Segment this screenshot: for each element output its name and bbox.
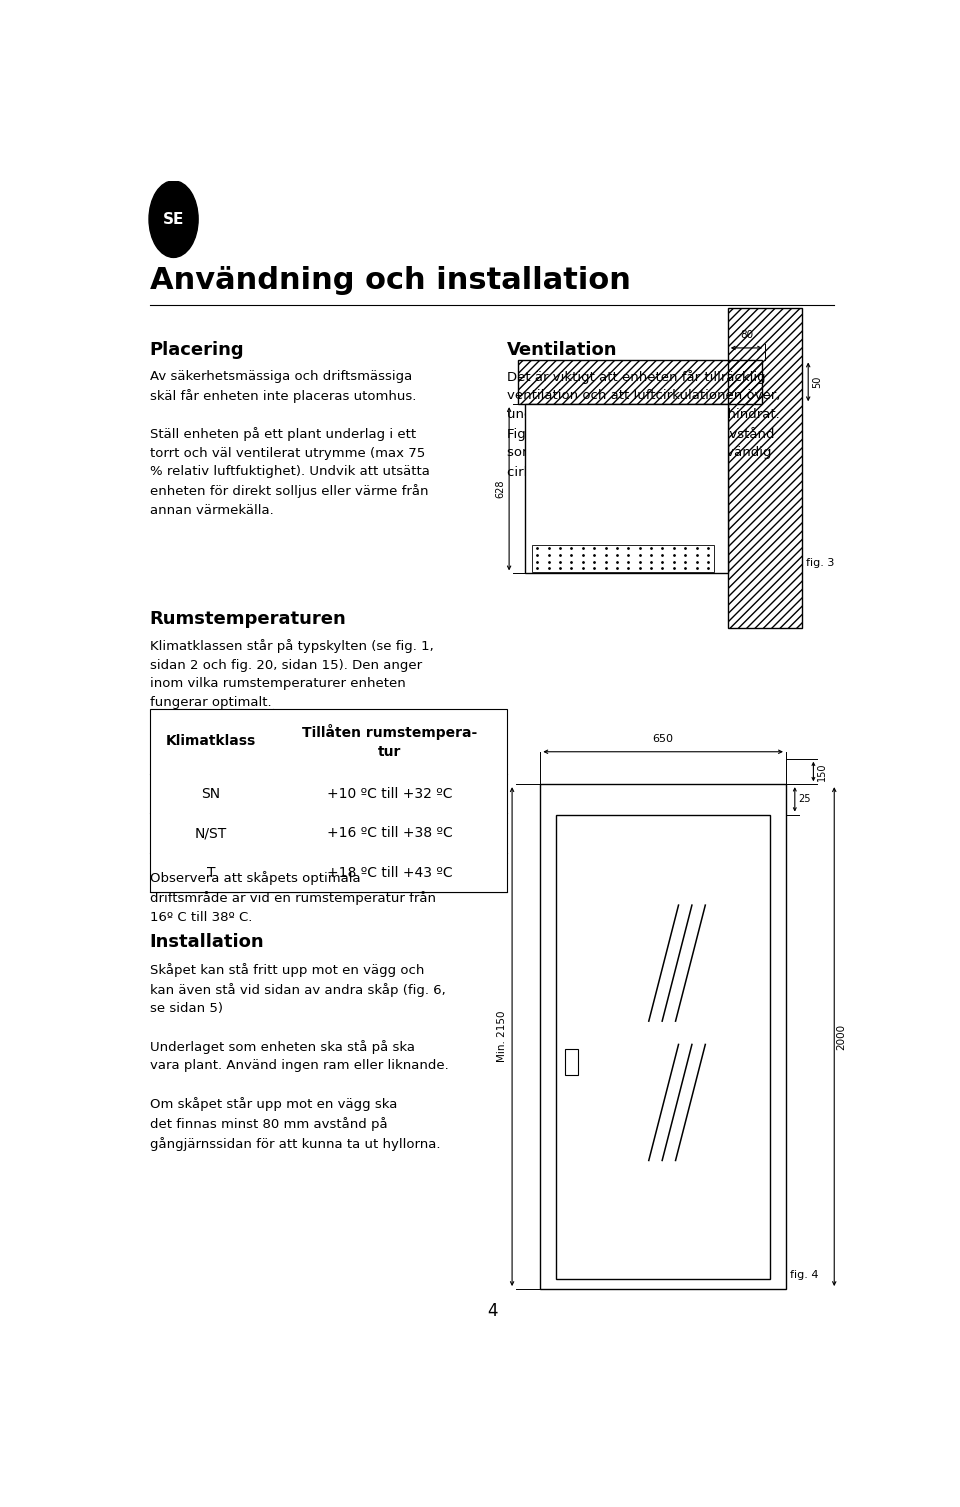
Bar — [556, 814, 770, 1279]
Text: fig. 4: fig. 4 — [789, 1270, 818, 1279]
Text: N/ST: N/ST — [195, 826, 228, 839]
Bar — [150, 708, 507, 892]
Text: fig. 3: fig. 3 — [806, 558, 834, 568]
Text: Klimatklass: Klimatklass — [166, 734, 256, 749]
Bar — [540, 784, 786, 1288]
Text: Klimatklassen står på typskylten (se fig. 1,
sidan 2 och fig. 20, sidan 15). Den: Klimatklassen står på typskylten (se fig… — [150, 639, 434, 708]
Text: Ventilation: Ventilation — [507, 341, 617, 359]
Text: SE: SE — [163, 211, 184, 226]
Text: 50: 50 — [812, 375, 822, 389]
Text: +10 ºC till +32 ºC: +10 ºC till +32 ºC — [327, 787, 452, 800]
Text: Installation: Installation — [150, 933, 264, 951]
Text: Rumstemperaturen: Rumstemperaturen — [150, 610, 347, 628]
Text: 150: 150 — [817, 763, 828, 781]
Text: SN: SN — [202, 787, 221, 800]
Text: Placering: Placering — [150, 341, 245, 359]
Bar — [728, 309, 803, 627]
Bar — [518, 360, 762, 404]
Text: T: T — [207, 865, 215, 880]
Text: +16 ºC till +38 ºC: +16 ºC till +38 ºC — [326, 826, 452, 839]
Text: 650: 650 — [653, 734, 674, 743]
Text: 2000: 2000 — [837, 1023, 847, 1050]
Text: Av säkerhetsmässiga och driftsmässiga
skäl får enheten inte placeras utomhus.

S: Av säkerhetsmässiga och driftsmässiga sk… — [150, 371, 430, 517]
Text: +18 ºC till +43 ºC: +18 ºC till +43 ºC — [327, 865, 452, 880]
Text: Skåpet kan stå fritt upp mot en vägg och
kan även stå vid sidan av andra skåp (f: Skåpet kan stå fritt upp mot en vägg och… — [150, 963, 448, 1151]
Bar — [532, 544, 713, 571]
Text: 25: 25 — [799, 794, 811, 805]
Text: 628: 628 — [495, 479, 505, 497]
Circle shape — [149, 181, 198, 258]
Text: Tillåten rumstempera-
tur: Tillåten rumstempera- tur — [302, 725, 477, 758]
Text: Observera att skåpets optimala
driftsmråde är vid en rumstemperatur från
16º C t: Observera att skåpets optimala driftsmrå… — [150, 871, 436, 924]
Text: 4: 4 — [487, 1302, 497, 1320]
Text: 80: 80 — [740, 330, 753, 339]
Text: Det är viktigt att enheten får tillräcklig
ventilation och att luftcirkulationen: Det är viktigt att enheten får tillräckl… — [507, 371, 780, 479]
Bar — [564, 1049, 578, 1074]
Text: Min. 2150: Min. 2150 — [496, 1011, 507, 1062]
Text: Användning och installation: Användning och installation — [150, 265, 631, 294]
Bar — [525, 404, 728, 573]
